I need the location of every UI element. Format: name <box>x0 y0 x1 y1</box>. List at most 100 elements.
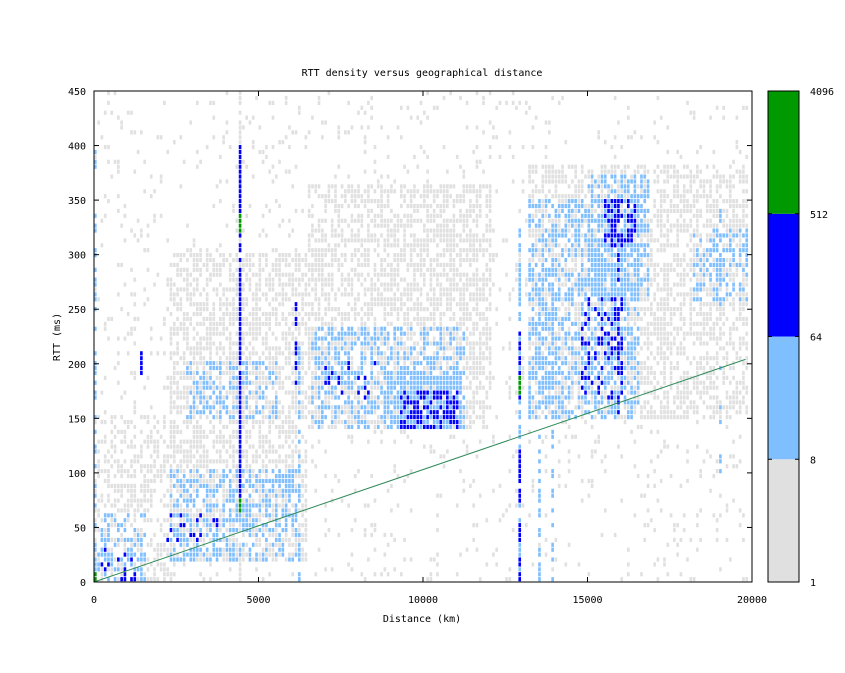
heatmap-cell <box>495 105 499 110</box>
heatmap-cell <box>117 351 120 356</box>
heatmap-cell <box>344 400 347 405</box>
heatmap-cell <box>432 557 436 562</box>
heatmap-cell <box>219 415 222 420</box>
heatmap-cell <box>235 277 239 282</box>
heatmap-cell <box>498 483 502 488</box>
heatmap-cell <box>409 282 413 287</box>
heatmap-cell <box>488 326 492 331</box>
heatmap-cell <box>462 405 466 410</box>
heatmap-cell <box>432 375 436 380</box>
heatmap-cell <box>251 542 255 547</box>
heatmap-cell <box>153 478 156 484</box>
heatmap-cell <box>442 95 446 101</box>
heatmap-cell <box>172 434 176 439</box>
heatmap-cell <box>195 164 199 169</box>
heatmap-cell <box>251 140 255 145</box>
heatmap-cell <box>179 557 183 562</box>
heatmap-cell <box>136 567 140 572</box>
heatmap-cell <box>524 282 528 287</box>
heatmap-cell <box>212 115 216 120</box>
heatmap-cell <box>426 361 429 366</box>
heatmap-cell <box>432 292 436 297</box>
heatmap-cell <box>271 100 275 105</box>
heatmap-cell <box>179 253 183 258</box>
heatmap-cell <box>538 223 541 228</box>
heatmap-cell <box>327 370 331 376</box>
heatmap-cell <box>304 454 308 459</box>
heatmap-cell <box>238 523 242 528</box>
heatmap-cell <box>179 532 183 538</box>
heatmap-cell <box>176 395 179 400</box>
heatmap-cell <box>232 297 235 302</box>
heatmap-cell <box>265 405 268 410</box>
heatmap-cell <box>94 483 97 488</box>
heatmap-cell <box>327 199 331 204</box>
heatmap-cell <box>367 419 370 425</box>
heatmap-cell <box>172 419 176 425</box>
heatmap-cell <box>452 272 456 277</box>
heatmap-cell <box>538 199 541 204</box>
heatmap-cell <box>248 469 252 474</box>
heatmap-cell <box>485 316 489 322</box>
heatmap-cell <box>281 385 285 390</box>
heatmap-cell <box>235 282 239 287</box>
heatmap-cell <box>212 262 216 268</box>
heatmap-cell <box>380 292 383 297</box>
heatmap-cell <box>528 331 531 336</box>
heatmap-cell <box>344 277 347 282</box>
heatmap-cell <box>419 424 423 430</box>
heatmap-cell <box>439 424 443 430</box>
heatmap-cell <box>386 194 390 199</box>
heatmap-cell <box>426 154 429 159</box>
heatmap-cell <box>505 238 508 243</box>
heatmap-cell <box>205 361 209 366</box>
heatmap-cell <box>297 464 301 469</box>
heatmap-cell <box>442 233 446 238</box>
heatmap-cell <box>255 419 258 425</box>
heatmap-cell <box>436 272 439 277</box>
heatmap-cell <box>192 513 196 518</box>
heatmap-cell <box>472 297 475 302</box>
heatmap-cell <box>347 351 350 356</box>
heatmap-cell <box>245 469 248 474</box>
heatmap-cell <box>143 532 146 538</box>
heatmap-cell <box>281 459 285 464</box>
heatmap-cell <box>228 523 232 528</box>
heatmap-cell <box>248 532 252 538</box>
heatmap-cell <box>386 390 390 395</box>
heatmap-cell <box>281 336 285 341</box>
heatmap-cell <box>459 424 462 430</box>
heatmap-cell <box>324 400 327 405</box>
heatmap-cell <box>403 424 406 430</box>
heatmap-cell <box>429 228 433 233</box>
heatmap-cell <box>423 380 426 385</box>
heatmap-cell <box>327 365 331 371</box>
heatmap-cell <box>370 297 373 302</box>
heatmap-cell <box>462 223 466 228</box>
heatmap-cell <box>228 356 232 361</box>
heatmap-cell <box>192 444 196 449</box>
heatmap-cell <box>426 218 429 223</box>
heatmap-cell <box>442 380 446 385</box>
heatmap-cell <box>475 145 479 150</box>
heatmap-cell <box>488 380 492 385</box>
heatmap-cell <box>367 248 370 253</box>
heatmap-cell <box>258 125 262 130</box>
heatmap-cell <box>251 262 255 268</box>
heatmap-cell <box>117 523 120 528</box>
heatmap-cell <box>488 346 492 351</box>
heatmap-cell <box>255 321 258 326</box>
heatmap-cell <box>261 439 265 444</box>
heatmap-cell <box>327 248 331 253</box>
heatmap-cell <box>465 218 469 223</box>
heatmap-cell <box>281 287 285 292</box>
heatmap-cell <box>113 365 117 371</box>
heatmap-cell <box>353 395 357 400</box>
heatmap-cell <box>426 331 429 336</box>
heatmap-cell <box>186 405 189 410</box>
heatmap-cell <box>393 385 397 390</box>
heatmap-cell <box>455 233 459 238</box>
heatmap-cell <box>199 351 202 356</box>
heatmap-cell <box>373 169 377 174</box>
heatmap-cell <box>179 326 183 331</box>
